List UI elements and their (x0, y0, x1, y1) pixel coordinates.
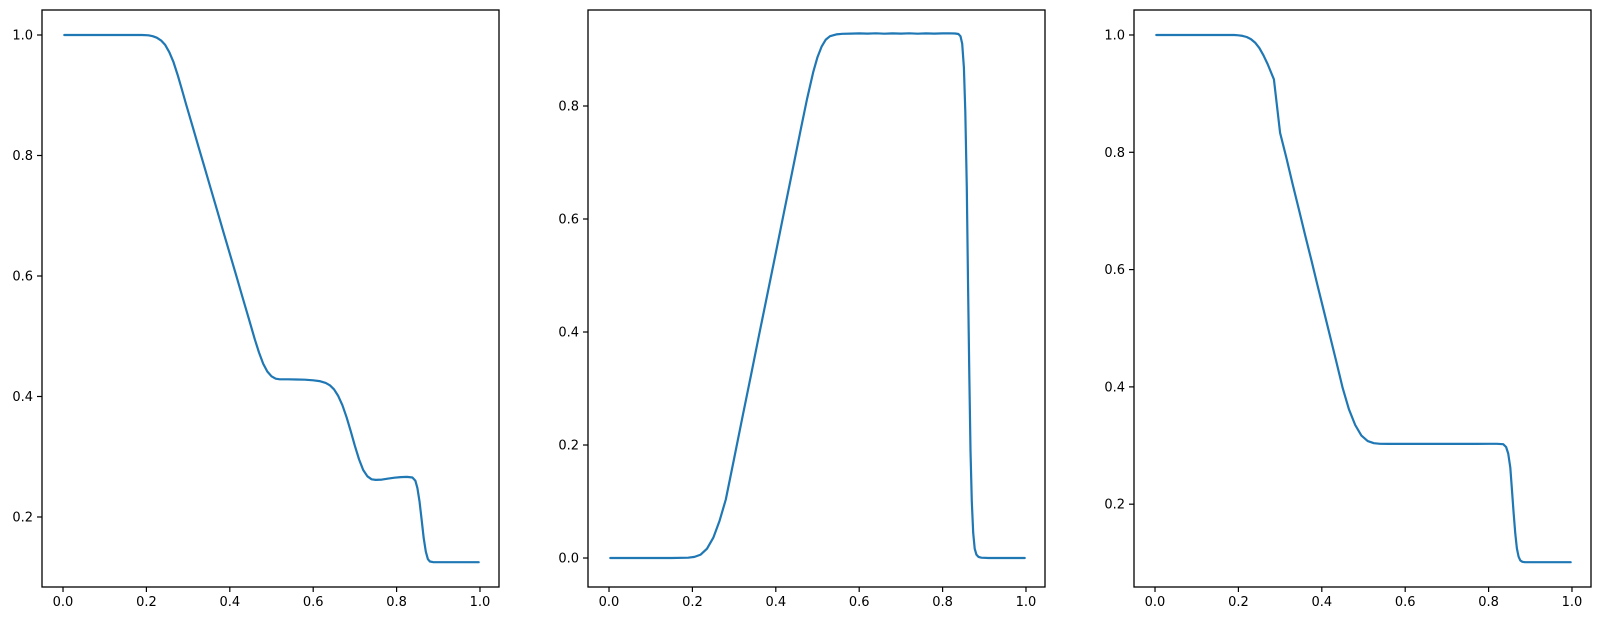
pressure-x-tick-label: 0.6 (1395, 595, 1416, 610)
velocity-x-tick-label: 0.2 (682, 595, 703, 610)
velocity-x-tick-label: 1.0 (1016, 595, 1037, 610)
velocity-y-tick-label: 0.2 (558, 439, 579, 454)
pressure-y-tick-label: 1.0 (1104, 28, 1125, 43)
velocity-x-tick-label: 0.4 (765, 595, 786, 610)
velocity-curve (609, 32, 1026, 560)
velocity-x-tick-label: 0.6 (849, 595, 870, 610)
pressure-x-tick-label: 0.8 (1478, 595, 1499, 610)
pressure-y-tick-label: 0.6 (1104, 263, 1125, 278)
density-y-tick-label: 1.0 (12, 29, 33, 44)
density-y-tick-label: 0.8 (12, 149, 33, 164)
density-x-tick-label: 0.0 (53, 595, 74, 610)
pressure-x-tick-label: 0.0 (1145, 595, 1166, 610)
pressure-x-tick-label: 1.0 (1562, 595, 1583, 610)
density-y-tick-label: 0.4 (12, 390, 33, 405)
pressure-y-tick-label: 0.2 (1104, 498, 1125, 513)
density-x-tick-label: 0.8 (386, 595, 407, 610)
density-y-tick-label: 0.2 (12, 510, 33, 525)
density-x-tick-label: 0.4 (219, 595, 240, 610)
velocity-y-tick-label: 0.0 (558, 552, 579, 567)
density-curve (63, 33, 480, 564)
pressure-x-tick-label: 0.4 (1311, 595, 1332, 610)
pressure-y-tick-label: 0.8 (1104, 146, 1125, 161)
pressure-axes-frame (1133, 9, 1592, 588)
density-y-tick-label: 0.6 (12, 269, 33, 284)
velocity-x-tick-label: 0.0 (599, 595, 620, 610)
pressure-curve (1155, 33, 1572, 564)
velocity-y-tick-label: 0.6 (558, 213, 579, 228)
velocity-y-tick-label: 0.8 (558, 99, 579, 114)
pressure-y-tick-label: 0.4 (1104, 380, 1125, 395)
density-axes-frame (41, 9, 500, 588)
density-x-tick-label: 0.2 (136, 595, 157, 610)
density-x-tick-label: 0.6 (303, 595, 324, 610)
velocity-y-tick-label: 0.4 (558, 326, 579, 341)
density-x-tick-label: 1.0 (470, 595, 491, 610)
pressure-x-tick-label: 0.2 (1228, 595, 1249, 610)
velocity-x-tick-label: 0.8 (932, 595, 953, 610)
velocity-axes-frame (587, 9, 1046, 588)
